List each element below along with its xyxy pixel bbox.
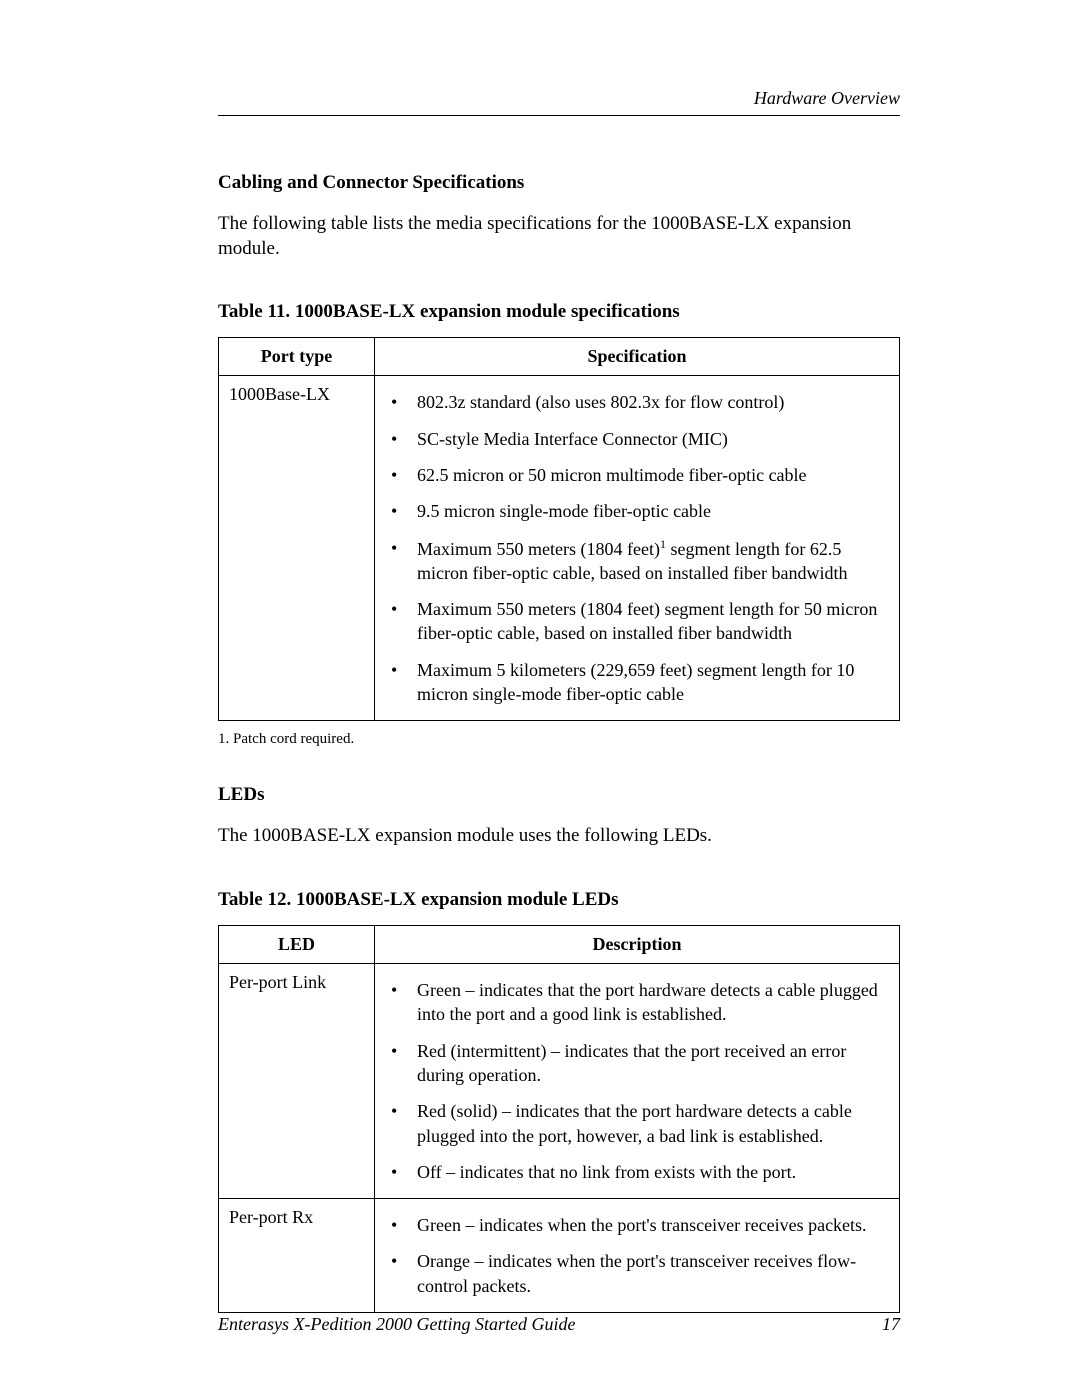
table-row: 1000Base-LX 802.3z standard (also uses 8…	[219, 376, 900, 721]
spec-text-pre: Maximum 550 meters (1804 feet)	[417, 539, 660, 559]
intro-leds: The 1000BASE-LX expansion module uses th…	[218, 824, 900, 849]
table11-row1-col2: 802.3z standard (also uses 802.3x for fl…	[375, 376, 900, 721]
heading-cabling: Cabling and Connector Specifications	[218, 172, 900, 194]
list-item: 62.5 micron or 50 micron multimode fiber…	[385, 457, 889, 493]
table11-caption: Table 11. 1000BASE-LX expansion module s…	[218, 301, 900, 323]
table12: LED Description Per-port Link Green – in…	[218, 925, 900, 1313]
list-item: Maximum 550 meters (1804 feet) segment l…	[385, 591, 889, 652]
table-row: Per-port Link Green – indicates that the…	[219, 964, 900, 1199]
page-footer: Enterasys X-Pedition 2000 Getting Starte…	[218, 1314, 900, 1335]
table12-caption: Table 12. 1000BASE-LX expansion module L…	[218, 889, 900, 911]
spec-list: 802.3z standard (also uses 802.3x for fl…	[385, 384, 889, 712]
section-title: Hardware Overview	[218, 88, 900, 109]
page-header: Hardware Overview	[218, 88, 900, 116]
table12-col2-header: Description	[375, 926, 900, 964]
list-item: Maximum 5 kilometers (229,659 feet) segm…	[385, 652, 889, 713]
list-item: Green – indicates that the port hardware…	[385, 972, 889, 1033]
list-item: Red (solid) – indicates that the port ha…	[385, 1093, 889, 1154]
footer-book-title: Enterasys X-Pedition 2000 Getting Starte…	[218, 1314, 575, 1335]
table11: Port type Specification 1000Base-LX 802.…	[218, 337, 900, 721]
list-item: SC-style Media Interface Connector (MIC)	[385, 421, 889, 457]
table12-row2-col2: Green – indicates when the port's transc…	[375, 1199, 900, 1313]
table12-col1-header: LED	[219, 926, 375, 964]
table12-row2-col1: Per-port Rx	[219, 1199, 375, 1313]
footer-page-number: 17	[882, 1314, 900, 1335]
table-row: Per-port Rx Green – indicates when the p…	[219, 1199, 900, 1313]
table11-col2-header: Specification	[375, 338, 900, 376]
intro-cabling: The following table lists the media spec…	[218, 212, 900, 261]
table11-footnote: 1. Patch cord required.	[218, 731, 900, 748]
led-list: Green – indicates when the port's transc…	[385, 1207, 889, 1304]
list-item: Orange – indicates when the port's trans…	[385, 1243, 889, 1304]
table-header-row: LED Description	[219, 926, 900, 964]
list-item: Green – indicates when the port's transc…	[385, 1207, 889, 1243]
table11-row1-col1: 1000Base-LX	[219, 376, 375, 721]
list-item: 802.3z standard (also uses 802.3x for fl…	[385, 384, 889, 420]
table11-col1-header: Port type	[219, 338, 375, 376]
list-item: Red (intermittent) – indicates that the …	[385, 1033, 889, 1094]
list-item: Off – indicates that no link from exists…	[385, 1154, 889, 1190]
led-list: Green – indicates that the port hardware…	[385, 972, 889, 1190]
list-item: Maximum 550 meters (1804 feet)1 segment …	[385, 530, 889, 592]
table12-row1-col1: Per-port Link	[219, 964, 375, 1199]
list-item: 9.5 micron single-mode fiber-optic cable	[385, 493, 889, 529]
heading-leds: LEDs	[218, 784, 900, 806]
table12-row1-col2: Green – indicates that the port hardware…	[375, 964, 900, 1199]
table-header-row: Port type Specification	[219, 338, 900, 376]
